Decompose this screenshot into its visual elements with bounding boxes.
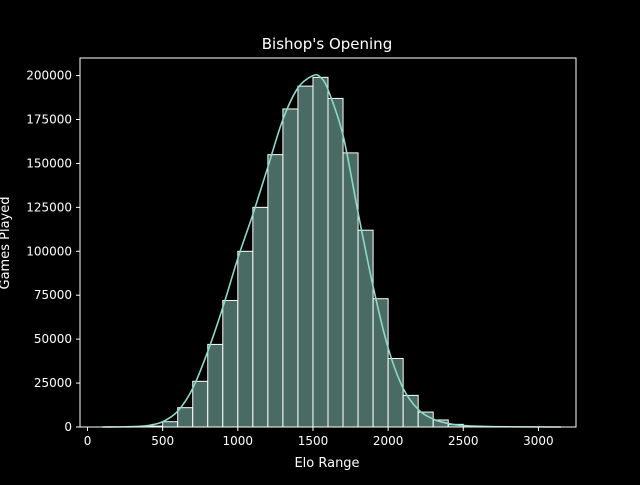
y-axis-label: Games Played — [0, 197, 13, 290]
y-tick-label: 150000 — [26, 156, 72, 170]
histogram-bar — [163, 422, 178, 427]
x-tick-label: 1500 — [298, 434, 329, 448]
y-tick-label: 75000 — [34, 288, 72, 302]
x-tick-label: 2000 — [373, 434, 404, 448]
chart-title: Bishop's Opening — [262, 35, 392, 53]
histogram-bar — [268, 155, 283, 427]
x-tick-label: 3000 — [523, 434, 554, 448]
histogram-bar — [358, 230, 373, 427]
histogram-bar — [178, 408, 193, 427]
histogram-bar — [193, 381, 208, 427]
x-tick-label: 0 — [84, 434, 92, 448]
y-tick-label: 200000 — [26, 69, 72, 83]
histogram-bar — [298, 86, 313, 427]
x-tick-label: 500 — [151, 434, 174, 448]
y-tick-label: 175000 — [26, 113, 72, 127]
y-tick-label: 0 — [64, 420, 72, 434]
x-axis-label: Elo Range — [294, 456, 359, 471]
histogram-bar — [253, 207, 268, 427]
histogram-bar — [343, 153, 358, 427]
y-tick-label: 25000 — [34, 376, 72, 390]
histogram-bar — [238, 251, 253, 427]
x-tick-label: 2500 — [448, 434, 479, 448]
histogram-bar — [208, 344, 223, 427]
histogram-bar — [283, 109, 298, 427]
histogram-bar — [328, 98, 343, 427]
histogram-bar — [313, 77, 328, 427]
histogram-bar — [223, 300, 238, 427]
y-tick-label: 100000 — [26, 244, 72, 258]
x-tick-label: 1000 — [223, 434, 254, 448]
y-tick-label: 50000 — [34, 332, 72, 346]
y-tick-label: 125000 — [26, 200, 72, 214]
y-axis: 0 25000 50000 75000 100000 125000 150000 175000… — [26, 69, 80, 434]
